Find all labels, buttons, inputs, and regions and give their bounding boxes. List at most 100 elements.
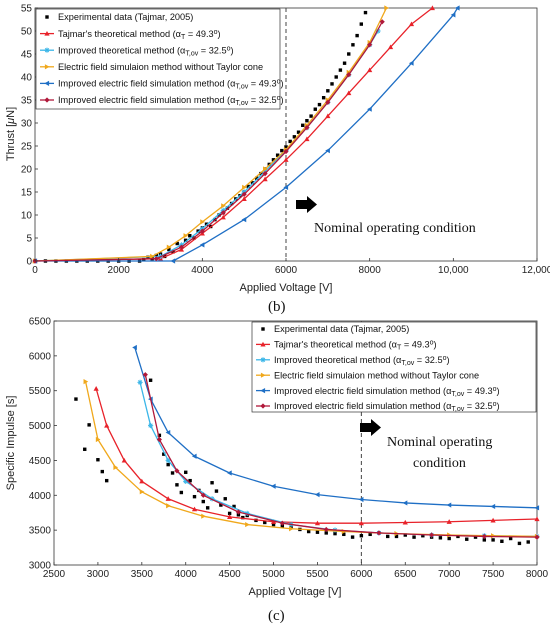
data-point (450, 12, 456, 18)
y-axis-label-b: Thrust [μN] (5, 107, 17, 161)
data-point (170, 471, 175, 475)
data-point (284, 145, 288, 149)
data-point (178, 244, 185, 250)
legend-label: Tajmar's theoretical method (αT = 49.3o) (274, 340, 437, 352)
x-tick-label: 4000 (191, 265, 214, 276)
y-tick-label: 45 (21, 50, 33, 61)
data-point (330, 82, 334, 86)
legend-marker (260, 372, 266, 378)
x-tick-label: 6000 (275, 265, 298, 276)
data-point (358, 496, 364, 503)
data-point (262, 176, 268, 182)
y-tick-label: 30 (21, 119, 33, 130)
data-point (333, 531, 337, 536)
data-point (313, 107, 317, 111)
data-point (386, 534, 390, 539)
legend-label: Improved electric field simulation metho… (274, 386, 500, 398)
data-point (192, 494, 197, 499)
x-tick-label: 7500 (482, 569, 505, 580)
x-ticks-c: 2500 3000 3500 4000 4500 5000 5500 6000 6500 7000… (43, 562, 549, 580)
data-point (95, 436, 101, 443)
legend-box (35, 8, 281, 110)
data-point (148, 378, 153, 382)
y-tick-label: 4000 (29, 491, 52, 502)
data-point (100, 469, 104, 474)
nominal-arrow-c (360, 419, 381, 436)
data-point (165, 496, 171, 501)
data-point (379, 19, 385, 25)
legend-label: Improved electric field simulation metho… (274, 401, 500, 413)
data-point (271, 522, 276, 527)
data-point (191, 453, 197, 459)
data-point (275, 153, 280, 157)
series-5 (142, 372, 540, 540)
data-point (96, 458, 100, 462)
y-tick-label: 25 (21, 142, 33, 153)
data-point (309, 114, 313, 118)
data-point (342, 532, 346, 537)
legend-marker (44, 80, 50, 86)
x-axis-label-c: Applied Voltage [V] (249, 586, 342, 598)
data-point (263, 520, 267, 525)
legend-entry: Tajmar's theoretical method (αT = 49.3o) (40, 29, 221, 41)
x-tick-label: 8000 (359, 265, 382, 276)
y-tick-label: 40 (21, 73, 33, 84)
data-point (534, 516, 540, 522)
data-point (201, 499, 205, 504)
data-point (104, 422, 110, 428)
series-line (95, 388, 538, 524)
data-point (174, 468, 180, 474)
y-axis-label-c: Specific Impulse [s] (5, 396, 17, 491)
data-point (384, 5, 389, 11)
data-point (446, 519, 452, 524)
legend-marker (44, 47, 50, 53)
y-tick-label: 6500 (29, 317, 52, 328)
legend-marker (260, 357, 266, 363)
y-tick-label: 35 (21, 96, 33, 107)
data-point (200, 219, 205, 225)
x-tick-label: 2000 (108, 265, 131, 276)
legend-marker (44, 64, 50, 70)
data-point (262, 171, 268, 177)
data-point (358, 520, 364, 526)
legend-marker (45, 15, 49, 19)
data-point (283, 184, 289, 190)
data-point (387, 44, 394, 50)
y-tick-label: 0 (26, 257, 32, 268)
data-point (270, 483, 276, 489)
nominal-arrow-b (296, 196, 317, 213)
data-point (526, 540, 530, 544)
data-point (473, 535, 478, 539)
legend-label: Improved theoretical method (αT,ov = 32.… (274, 355, 450, 367)
data-point (166, 462, 170, 467)
data-point (139, 478, 145, 484)
data-point (465, 537, 469, 541)
nominal-annotation-c-line2: condition (413, 456, 466, 471)
series-1 (93, 386, 540, 526)
data-point (167, 247, 171, 252)
data-point (244, 510, 250, 517)
data-point (323, 526, 329, 533)
x-tick-label: 3000 (87, 569, 110, 580)
data-point (241, 217, 247, 223)
data-point (412, 535, 416, 539)
panel-label-b: (b) (268, 299, 286, 315)
data-point (367, 67, 373, 73)
data-point (154, 253, 159, 258)
data-point (271, 158, 276, 162)
data-point (490, 517, 496, 523)
nominal-annotation-c-line1: Nominal operating (387, 435, 492, 450)
series-line (134, 347, 538, 509)
data-point (283, 157, 289, 162)
x-tick-label: 3500 (131, 569, 154, 580)
data-point (236, 513, 241, 517)
x-tick-label: 10,000 (438, 265, 469, 276)
data-point (175, 483, 179, 487)
data-point (250, 181, 255, 185)
x-axis-label-b: Applied Voltage [V] (240, 282, 333, 294)
data-point (321, 96, 326, 100)
legend-entry: Improved electric field simulation metho… (256, 386, 500, 398)
y-tick-label: 5 (26, 234, 32, 245)
panel-label-c: (c) (268, 608, 285, 624)
data-point (454, 5, 460, 11)
